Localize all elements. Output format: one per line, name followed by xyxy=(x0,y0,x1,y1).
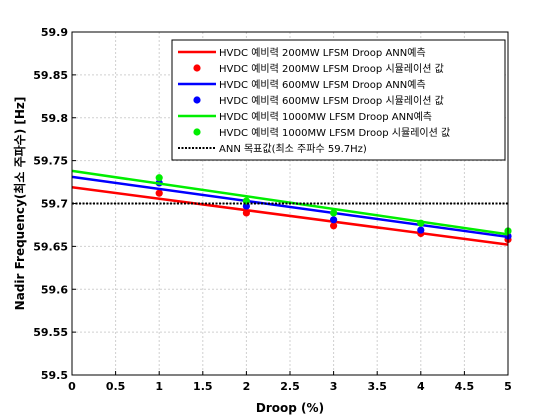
series-line xyxy=(71,185,509,246)
legend-label: HVDC 예비력 200MW LFSM Droop ANN예측 xyxy=(219,47,426,59)
x-tick-label: 5 xyxy=(504,380,512,393)
x-tick-label: 1.5 xyxy=(193,380,213,393)
data-point xyxy=(155,189,163,197)
legend-label: ANN 목표값(최소 주파수 59.7Hz) xyxy=(219,143,367,155)
y-tick-label: 59.55 xyxy=(33,326,68,339)
x-tick-label: 4.5 xyxy=(455,380,475,393)
series-line xyxy=(71,175,509,239)
legend-entry: HVDC 예비력 200MW LFSM Droop ANN예측 xyxy=(178,47,426,59)
y-tick-label: 59.8 xyxy=(41,112,68,125)
x-axis-ticks: 0 0.5 1 1.5 2 2.5 3 3.5 4 4.5 5 xyxy=(68,371,512,393)
series-3 xyxy=(71,175,509,239)
legend-label: HVDC 예비력 600MW LFSM Droop ANN예측 xyxy=(219,79,426,91)
y-tick-label: 59.9 xyxy=(41,26,68,39)
x-tick-label: 0.5 xyxy=(106,380,126,393)
legend-label: HVDC 예비력 600MW LFSM Droop 시뮬레이션 값 xyxy=(219,95,444,107)
y-tick-label: 59.65 xyxy=(33,240,68,253)
x-tick-label: 2 xyxy=(243,380,251,393)
x-tick-label: 3.5 xyxy=(367,380,387,393)
y-tick-label: 59.85 xyxy=(33,69,68,82)
legend-marker xyxy=(193,96,201,104)
data-point xyxy=(242,209,250,217)
legend-label: HVDC 예비력 200MW LFSM Droop 시뮬레이션 값 xyxy=(219,63,444,75)
data-point xyxy=(155,174,163,182)
x-tick-label: 1 xyxy=(155,380,163,393)
legend-marker xyxy=(193,128,201,136)
legend-entry: HVDC 예비력 600MW LFSM Droop 시뮬레이션 값 xyxy=(193,95,444,107)
y-tick-label: 59.7 xyxy=(41,198,68,211)
x-tick-label: 4 xyxy=(417,380,425,393)
legend-entry: HVDC 예비력 1000MW LFSM Droop 시뮬레이션 값 xyxy=(193,127,450,139)
legend-entry: HVDC 예비력 200MW LFSM Droop 시뮬레이션 값 xyxy=(193,63,444,75)
x-axis-title: Droop (%) xyxy=(256,401,324,415)
series-6 xyxy=(155,174,512,235)
y-tick-label: 59.75 xyxy=(33,155,68,168)
x-tick-label: 2.5 xyxy=(280,380,300,393)
legend-box xyxy=(171,39,506,161)
data-point xyxy=(417,226,425,234)
legend-entry: HVDC 예비력 600MW LFSM Droop ANN예측 xyxy=(178,79,426,91)
y-tick-label: 59.6 xyxy=(41,283,68,296)
legend: HVDC 예비력 200MW LFSM Droop ANN예측 HVDC 예비력 … xyxy=(171,39,506,161)
data-point xyxy=(330,209,338,217)
series-layer xyxy=(71,169,512,246)
x-tick-label: 0 xyxy=(68,380,76,393)
y-tick-label: 59.5 xyxy=(41,369,68,382)
legend-entry: ANN 목표값(최소 주파수 59.7Hz) xyxy=(178,143,367,155)
y-axis-ticks: 59.5 59.55 59.6 59.65 59.7 59.75 59.8 59.85 59.9 xyxy=(33,26,76,382)
data-point xyxy=(417,219,425,227)
y-axis-title: Nadir Frequency(최소 주파수) [Hz] xyxy=(12,97,27,311)
x-tick-label: 3 xyxy=(330,380,338,393)
legend-marker xyxy=(193,64,201,72)
series-1 xyxy=(71,185,509,246)
data-point xyxy=(330,216,338,224)
data-point xyxy=(330,222,338,230)
legend-entry: HVDC 예비력 1000MW LFSM Droop ANN예측 xyxy=(178,111,432,123)
legend-label: HVDC 예비력 1000MW LFSM Droop 시뮬레이션 값 xyxy=(219,127,450,139)
legend-label: HVDC 예비력 1000MW LFSM Droop ANN예측 xyxy=(219,111,432,123)
